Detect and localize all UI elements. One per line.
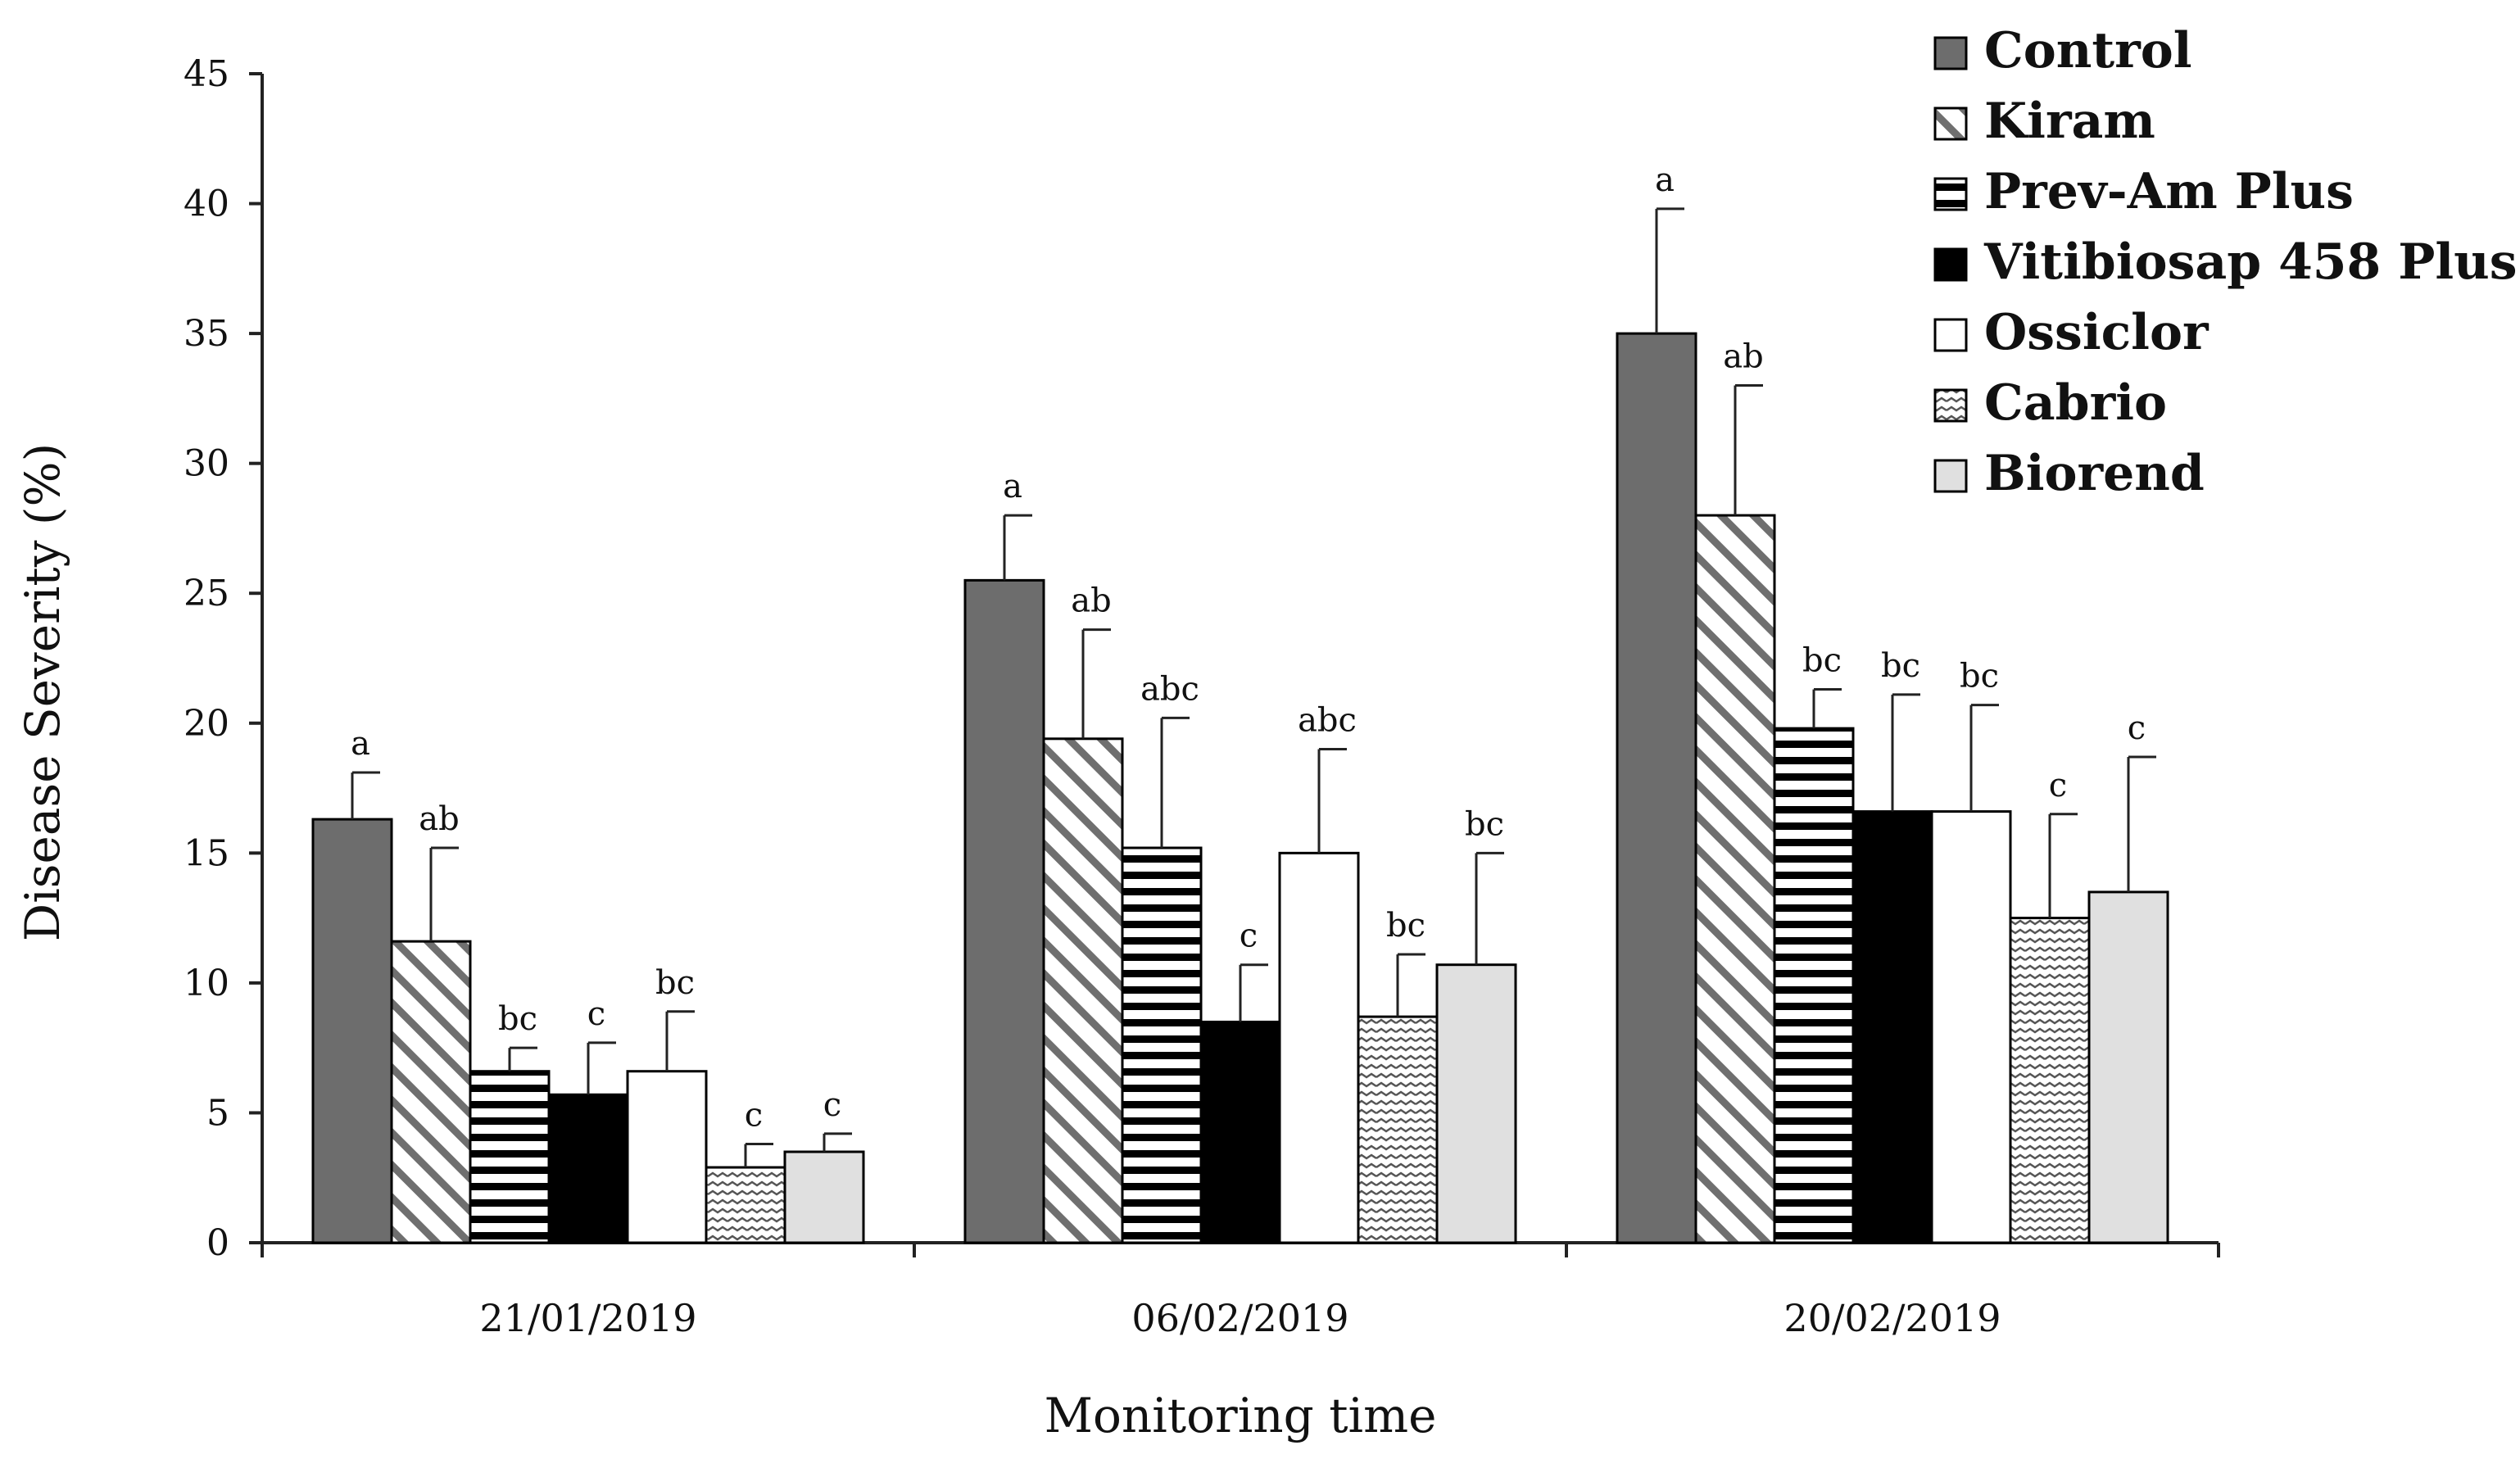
y-tick-label: 40 bbox=[184, 184, 229, 225]
significance-letters: a a a ab ab ab bc abc bc c c bc bc abc bc c bc c c bc c bbox=[351, 161, 2146, 1135]
significance-letter: a bbox=[1003, 468, 1022, 505]
bar-ossiclor bbox=[626, 1070, 708, 1244]
x-axis-ticks: 21/01/2019 06/02/2019 20/02/2019 bbox=[261, 1243, 2220, 1340]
significance-letter: bc bbox=[498, 1000, 537, 1038]
bar-vitibiosap-458-plus bbox=[547, 1093, 629, 1244]
y-axis-title: Disease Severity (%) bbox=[15, 443, 70, 942]
significance-letter: ab bbox=[1723, 338, 1763, 376]
legend-swatch bbox=[1933, 318, 1968, 352]
legend-swatch bbox=[1933, 177, 1968, 211]
bar-biorend bbox=[783, 1150, 865, 1244]
significance-letter: ab bbox=[1071, 582, 1111, 620]
bar-cabrio bbox=[705, 1166, 786, 1244]
y-tick-label: 35 bbox=[184, 313, 229, 355]
y-axis-ticks: 0 5 10 15 20 25 30 35 40 45 bbox=[184, 53, 262, 1264]
bar-biorend bbox=[1435, 963, 1517, 1244]
y-tick-label: 25 bbox=[184, 573, 229, 614]
significance-letter: c bbox=[1240, 918, 1258, 955]
bar-control bbox=[311, 818, 393, 1244]
x-tick-label: 06/02/2019 bbox=[1131, 1296, 1348, 1340]
significance-letter: c bbox=[823, 1086, 841, 1124]
legend-swatch bbox=[1933, 459, 1968, 493]
legend-swatch bbox=[1933, 247, 1968, 282]
bar-kiram bbox=[1694, 514, 1776, 1244]
significance-letter: bc bbox=[1465, 805, 1504, 843]
error-bars bbox=[351, 207, 2156, 1168]
legend-swatch bbox=[1933, 388, 1968, 423]
x-axis-title: Monitoring time bbox=[1045, 1388, 1437, 1443]
y-tick-label: 20 bbox=[184, 703, 229, 745]
legend-label: Vitibiosap 458 Plus bbox=[1983, 233, 2518, 291]
y-tick-label: 15 bbox=[184, 832, 229, 874]
significance-letter: abc bbox=[1298, 701, 1357, 739]
bar-prev-am-plus bbox=[1121, 846, 1203, 1244]
bar-kiram bbox=[1042, 737, 1124, 1244]
bar-cabrio bbox=[2009, 917, 2091, 1244]
bar-ossiclor bbox=[1278, 851, 1360, 1244]
significance-letter: c bbox=[587, 995, 605, 1033]
x-tick-label: 20/02/2019 bbox=[1783, 1296, 2001, 1340]
y-tick-label: 5 bbox=[206, 1092, 229, 1134]
bar-control bbox=[963, 578, 1045, 1244]
legend-label: Cabrio bbox=[1984, 374, 2167, 432]
significance-letter: c bbox=[2128, 709, 2146, 747]
y-tick-label: 0 bbox=[206, 1222, 229, 1264]
y-tick-label: 10 bbox=[184, 963, 229, 1004]
significance-letter: bc bbox=[1802, 642, 1842, 680]
significance-letter: ab bbox=[419, 800, 459, 838]
significance-letter: abc bbox=[1140, 670, 1199, 708]
significance-letter: a bbox=[1655, 161, 1675, 199]
significance-letter: bc bbox=[1881, 647, 1920, 685]
bar-vitibiosap-458-plus bbox=[1851, 810, 1933, 1244]
y-tick-label: 30 bbox=[184, 443, 229, 485]
significance-letter: c bbox=[2049, 767, 2067, 804]
legend-label: Prev-Am Plus bbox=[1984, 163, 2354, 220]
legend-label: Ossiclor bbox=[1984, 304, 2210, 361]
legend-swatch bbox=[1933, 36, 1968, 70]
significance-letter: bc bbox=[1960, 658, 1999, 695]
bar-kiram bbox=[390, 940, 472, 1244]
bar-prev-am-plus bbox=[469, 1070, 551, 1244]
bar-ossiclor bbox=[1930, 810, 2012, 1244]
legend: Control Kiram Prev-Am Plus Vitibiosap 458 P… bbox=[1933, 22, 2518, 502]
bar-prev-am-plus bbox=[1773, 727, 1855, 1244]
bar-vitibiosap-458-plus bbox=[1199, 1020, 1281, 1244]
legend-label: Biorend bbox=[1984, 445, 2205, 502]
bar-marks bbox=[311, 332, 2169, 1244]
bar-cabrio bbox=[1357, 1015, 1439, 1244]
x-tick-label: 21/01/2019 bbox=[479, 1296, 696, 1340]
significance-letter: bc bbox=[655, 964, 695, 1002]
y-tick-label: 45 bbox=[184, 53, 229, 95]
significance-letter: a bbox=[351, 725, 370, 763]
legend-label: Kiram bbox=[1984, 93, 2155, 150]
significance-letter: bc bbox=[1386, 907, 1425, 945]
significance-letter: c bbox=[745, 1096, 763, 1134]
bar-biorend bbox=[2087, 890, 2169, 1244]
bar-control bbox=[1616, 332, 1697, 1244]
legend-swatch bbox=[1933, 106, 1968, 141]
legend-label: Control bbox=[1984, 22, 2192, 79]
